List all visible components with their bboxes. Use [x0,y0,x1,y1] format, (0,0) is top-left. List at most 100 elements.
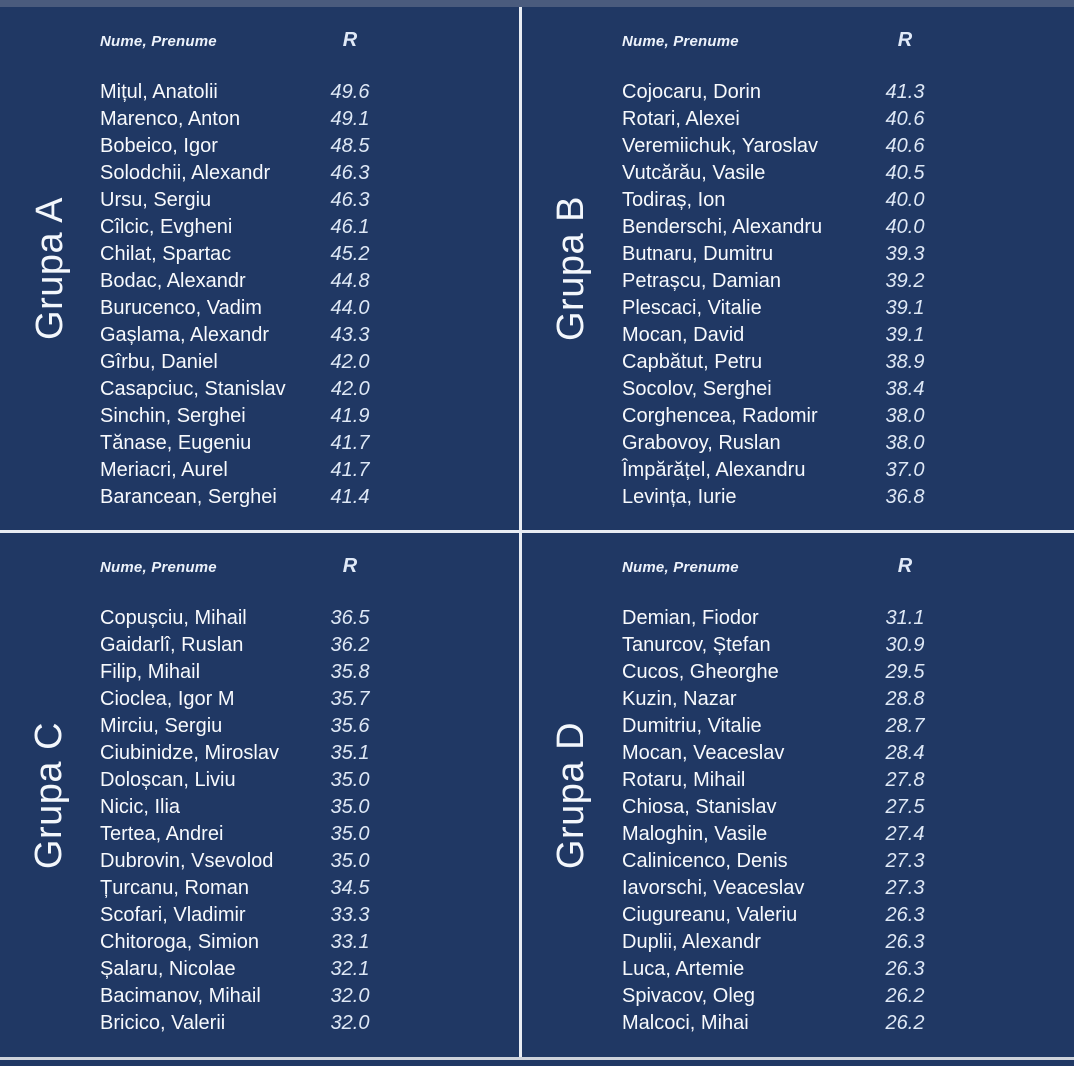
player-row: Doloșcan, Liviu 35.0 [100,767,415,794]
player-name: Maloghin, Vasile [622,823,768,845]
group-section-d: Grupa D Nume, Prenume R Demian, Fiodor 31… [522,533,1074,1057]
player-name: Cojocaru, Dorin [622,81,761,103]
player-rating: 41.9 [330,405,370,427]
player-row: Socolov, Serghei 38.4 [622,376,970,403]
player-row: Tanurcov, Ștefan 30.9 [622,632,970,659]
player-rating: 41.4 [330,486,370,508]
table-body: Mițul, Anatolii 49.6 Marenco, Anton 49.1 Bob… [100,79,415,511]
player-rating: 35.0 [330,796,370,818]
player-row: Împărățel, Alexandru 37.0 [622,457,970,484]
ratings-grid: Grupa A Nume, Prenume R Mițul, Anatolii 4… [0,7,1074,1057]
player-rating: 35.6 [330,715,370,737]
player-row: Iavorschi, Veaceslav 27.3 [622,875,970,902]
player-rating: 44.0 [330,297,370,319]
player-row: Rotari, Alexei 40.6 [622,106,970,133]
player-row: Luca, Artemie 26.3 [622,956,970,983]
column-header-name: Nume, Prenume [622,559,739,576]
player-rating: 46.3 [330,162,370,184]
player-row: Solodchii, Alexandr 46.3 [100,160,415,187]
player-row: Spivacov, Oleg 26.2 [622,983,970,1010]
player-row: Malcoci, Mihai 26.2 [622,1010,970,1037]
table-header-row: Nume, Prenume R [622,555,970,577]
group-label: Grupa D [550,721,593,869]
player-name: Rotari, Alexei [622,108,740,130]
player-rating: 46.1 [330,216,370,238]
player-rating: 35.1 [330,742,370,764]
player-rating: 40.5 [885,162,925,184]
player-name: Bacimanov, Mihail [100,985,261,1007]
player-name: Benderschi, Alexandru [622,216,823,238]
player-row: Gașlama, Alexandr 43.3 [100,322,415,349]
player-rating: 26.3 [885,931,925,953]
player-rating: 35.8 [330,661,370,683]
player-rating: 27.3 [885,877,925,899]
player-rating: 48.5 [330,135,370,157]
player-row: Țurcanu, Roman 34.5 [100,875,415,902]
player-rating: 26.3 [885,958,925,980]
player-row: Bricico, Valerii 32.0 [100,1010,415,1037]
player-row: Tănase, Eugeniu 41.7 [100,430,415,457]
player-rating: 35.0 [330,823,370,845]
player-row: Cîlcic, Evgheni 46.1 [100,214,415,241]
player-row: Marenco, Anton 49.1 [100,106,415,133]
player-row: Todiraș, Ion 40.0 [622,187,970,214]
player-name: Tanurcov, Ștefan [622,634,771,656]
player-name: Todiraș, Ion [622,189,726,211]
player-row: Copușciu, Mihail 36.5 [100,605,415,632]
player-rating: 31.1 [885,607,925,629]
player-name: Grabovoy, Ruslan [622,432,781,454]
slide-bottom-edge [0,1057,1074,1060]
player-row: Casapciuc, Stanislav 42.0 [100,376,415,403]
player-rating: 33.1 [330,931,370,953]
player-name: Cioclea, Igor M [100,688,235,710]
player-row: Mirciu, Sergiu 35.6 [100,713,415,740]
player-name: Socolov, Serghei [622,378,772,400]
player-name: Duplii, Alexandr [622,931,761,953]
player-name: Sinchin, Serghei [100,405,246,427]
player-name: Ursu, Sergiu [100,189,212,211]
player-rating: 36.8 [885,486,925,508]
player-name: Împărățel, Alexandru [622,459,806,481]
player-rating: 32.1 [330,958,370,980]
player-name: Solodchii, Alexandr [100,162,271,184]
player-row: Chiosa, Stanislav 27.5 [622,794,970,821]
player-row: Demian, Fiodor 31.1 [622,605,970,632]
player-name: Filip, Mihail [100,661,201,683]
player-rating: 35.0 [330,850,370,872]
player-rating: 39.1 [885,297,925,319]
table-header-row: Nume, Prenume R [100,29,415,51]
player-row: Butnaru, Dumitru 39.3 [622,241,970,268]
player-name: Meriacri, Aurel [100,459,228,481]
player-name: Dumitriu, Vitalie [622,715,762,737]
player-row: Benderschi, Alexandru 40.0 [622,214,970,241]
player-name: Iavorschi, Veaceslav [622,877,805,899]
player-row: Sinchin, Serghei 41.9 [100,403,415,430]
player-name: Mocan, David [622,324,745,346]
player-row: Kuzin, Nazar 28.8 [622,686,970,713]
player-row: Cojocaru, Dorin 41.3 [622,79,970,106]
player-row: Ursu, Sergiu 46.3 [100,187,415,214]
player-name: Calinicenco, Denis [622,850,788,872]
player-name: Kuzin, Nazar [622,688,737,710]
player-name: Bricico, Valerii [100,1012,226,1034]
player-rating: 27.8 [885,769,925,791]
table-body: Demian, Fiodor 31.1 Tanurcov, Ștefan 30.9 Cu… [622,605,970,1037]
player-rating: 46.3 [330,189,370,211]
player-rating: 38.0 [885,432,925,454]
column-header-rating: R [897,29,913,51]
ratings-table: Nume, Prenume R Cojocaru, Dorin 41.3 Rotar… [622,7,970,511]
player-row: Petrașcu, Damian 39.2 [622,268,970,295]
player-rating: 28.8 [885,688,925,710]
player-name: Mițul, Anatolii [100,81,218,103]
group-label-container: Grupa C [0,533,100,1057]
player-row: Chitoroga, Simion 33.1 [100,929,415,956]
player-name: Casapciuc, Stanislav [100,378,286,400]
player-rating: 29.5 [885,661,925,683]
player-row: Calinicenco, Denis 27.3 [622,848,970,875]
player-row: Mițul, Anatolii 49.6 [100,79,415,106]
player-name: Malcoci, Mihai [622,1012,749,1034]
player-name: Gașlama, Alexandr [100,324,269,346]
player-row: Bobeico, Igor 48.5 [100,133,415,160]
player-name: Plescaci, Vitalie [622,297,762,319]
player-rating: 37.0 [885,459,925,481]
